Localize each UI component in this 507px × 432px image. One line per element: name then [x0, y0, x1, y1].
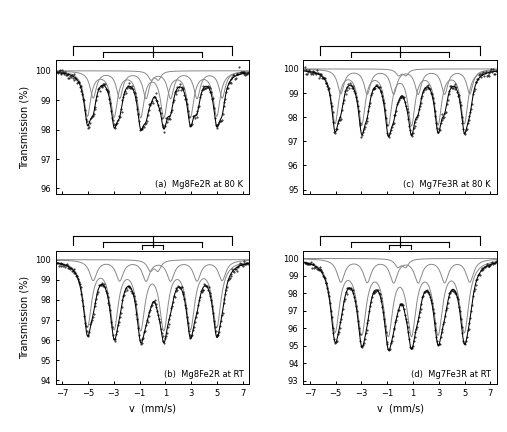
Text: (d)  Mg7Fe3R at RT: (d) Mg7Fe3R at RT: [411, 370, 491, 379]
Text: (c)  Mg7Fe3R at 80 K: (c) Mg7Fe3R at 80 K: [404, 180, 491, 189]
Y-axis label: Transmission (%): Transmission (%): [20, 276, 29, 359]
X-axis label: v  (mm/s): v (mm/s): [377, 404, 424, 414]
Text: (b)  Mg8Fe2R at RT: (b) Mg8Fe2R at RT: [164, 370, 243, 379]
X-axis label: v  (mm/s): v (mm/s): [129, 404, 176, 414]
Text: (a)  Mg8Fe2R at 80 K: (a) Mg8Fe2R at 80 K: [156, 180, 243, 189]
Y-axis label: Transmission (%): Transmission (%): [20, 86, 29, 169]
